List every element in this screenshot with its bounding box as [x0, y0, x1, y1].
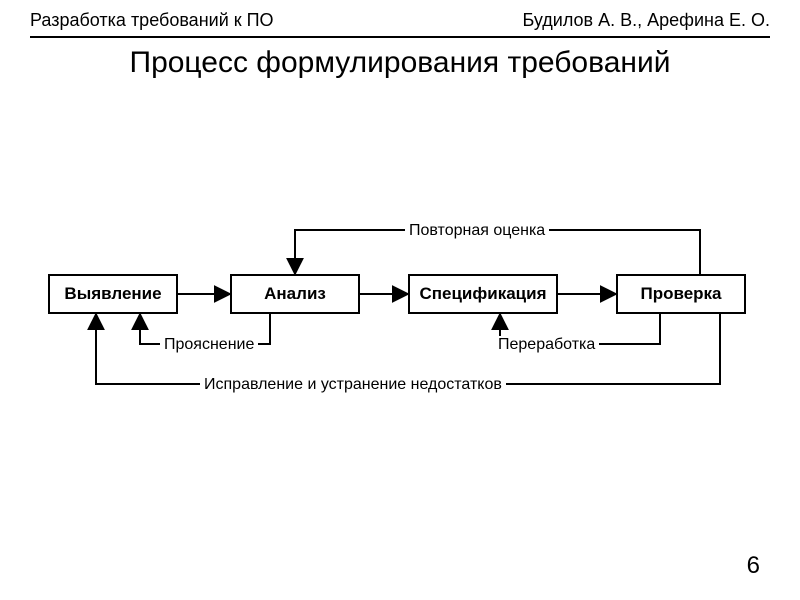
- edge-label-e7: Исправление и устранение недостатков: [200, 376, 506, 394]
- edge-label-e6: Повторная оценка: [405, 222, 549, 240]
- edge-label-e4: Прояснение: [160, 336, 258, 354]
- page-number: 6: [747, 552, 760, 580]
- node-n1: Выявление: [48, 274, 178, 314]
- node-n3: Спецификация: [408, 274, 558, 314]
- flowchart: Выявление Анализ Спецификация Проверка Прояс…: [0, 0, 800, 600]
- node-n2: Анализ: [230, 274, 360, 314]
- edge-label-e5: Переработка: [494, 336, 599, 354]
- node-n4: Проверка: [616, 274, 746, 314]
- slide: Разработка требований к ПО Будилов А. В.…: [0, 0, 800, 600]
